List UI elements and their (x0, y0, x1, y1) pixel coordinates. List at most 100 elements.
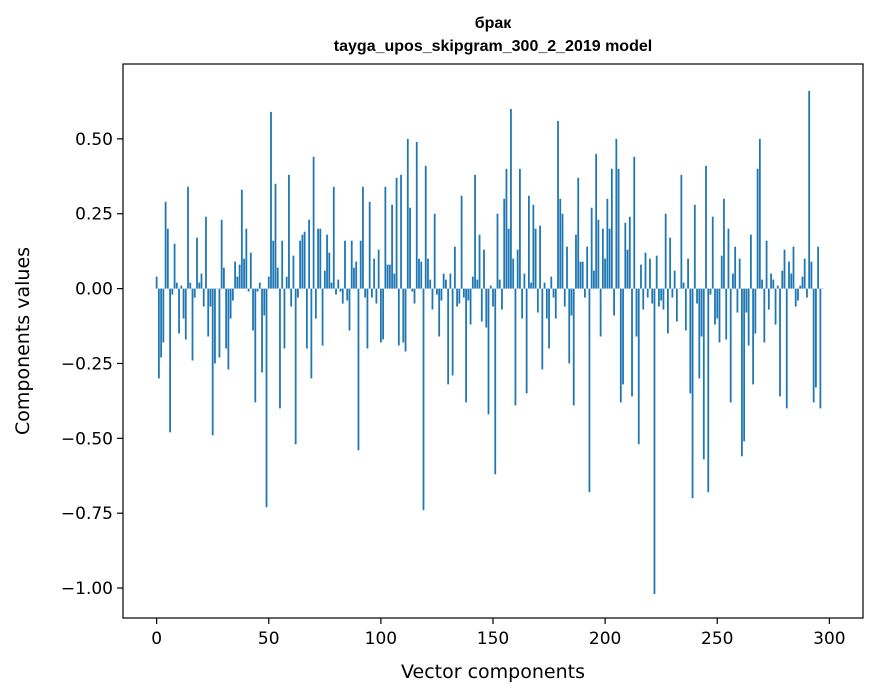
bar (368, 201, 371, 289)
x-tick-label: 150 (477, 629, 509, 649)
bar (218, 288, 221, 358)
bar (263, 288, 266, 316)
bar (290, 288, 293, 307)
y-tick-label: −1.00 (61, 579, 113, 599)
bar (505, 168, 508, 289)
bar (785, 288, 788, 409)
bar (184, 288, 187, 340)
bar (243, 258, 245, 289)
bar (570, 288, 573, 316)
bar (794, 288, 797, 307)
bar (205, 216, 207, 289)
bar (552, 288, 555, 298)
x-tick-label: 100 (365, 629, 397, 649)
x-tick-label: 300 (813, 629, 845, 649)
bar (734, 246, 737, 289)
bar (743, 288, 746, 442)
bars (155, 90, 824, 595)
bar (391, 204, 393, 289)
bar (330, 282, 333, 289)
bar (779, 288, 781, 397)
bar (599, 288, 602, 337)
bar (496, 213, 499, 289)
bar (379, 288, 382, 343)
bar (344, 240, 346, 289)
bar (619, 288, 622, 403)
bar (415, 141, 418, 289)
bar (732, 273, 734, 289)
bar (646, 288, 649, 298)
y-tick-label: 0.50 (75, 130, 113, 150)
bar (285, 276, 288, 289)
bar (568, 288, 571, 364)
bar (314, 288, 317, 319)
bar (202, 288, 205, 307)
bar (622, 288, 624, 385)
bar (375, 288, 378, 304)
bar (586, 246, 589, 289)
bar (348, 288, 351, 331)
bar (593, 270, 595, 289)
bar (655, 255, 658, 289)
bar (815, 288, 817, 388)
bar (606, 198, 609, 289)
bar (512, 258, 515, 289)
bar (642, 288, 645, 310)
bar (738, 258, 741, 289)
bar (507, 228, 510, 289)
bar (545, 288, 548, 319)
bar (249, 252, 252, 289)
bar (489, 285, 492, 289)
bar (714, 288, 716, 325)
bar (267, 276, 270, 289)
bar (498, 279, 501, 289)
bar (716, 288, 719, 319)
bar (427, 258, 429, 289)
chart-subtitle: tayga_upos_skipgram_300_2_2019 model (334, 38, 652, 55)
bar (207, 288, 210, 337)
bar (274, 183, 277, 289)
bar (693, 204, 696, 289)
bar (283, 288, 286, 349)
bar (613, 288, 615, 316)
bar (610, 168, 613, 289)
bar (182, 288, 185, 319)
bar (433, 213, 436, 289)
bar (689, 288, 692, 394)
bar (723, 198, 725, 289)
bar (279, 288, 281, 409)
bar (718, 288, 721, 343)
bar (160, 288, 163, 358)
x-tick-label: 50 (258, 629, 280, 649)
bar (409, 207, 411, 289)
bar (431, 288, 434, 310)
bar (270, 111, 272, 289)
bar (485, 288, 488, 328)
bar (566, 246, 568, 289)
bar (328, 252, 331, 289)
bar (577, 177, 580, 289)
bar (559, 198, 562, 289)
y-axis-ticks: 0.50 0.25 0.00 −0.25 −0.50 −0.75 −1.00 (61, 130, 123, 599)
bar (445, 279, 447, 289)
bar (700, 288, 703, 337)
bar (644, 252, 647, 289)
bar (175, 282, 178, 289)
bar (761, 279, 763, 289)
bar (371, 288, 373, 298)
bar (532, 204, 535, 289)
y-tick-label: −0.50 (61, 429, 113, 449)
bar (247, 288, 250, 292)
bar (265, 288, 268, 508)
bar (604, 258, 607, 289)
bar (402, 288, 405, 343)
bar (487, 288, 490, 415)
bar (465, 288, 467, 403)
bar (774, 288, 777, 325)
bar (624, 222, 627, 289)
bar (413, 288, 416, 304)
bar (584, 288, 586, 298)
bar (763, 288, 766, 343)
bar (516, 249, 519, 289)
